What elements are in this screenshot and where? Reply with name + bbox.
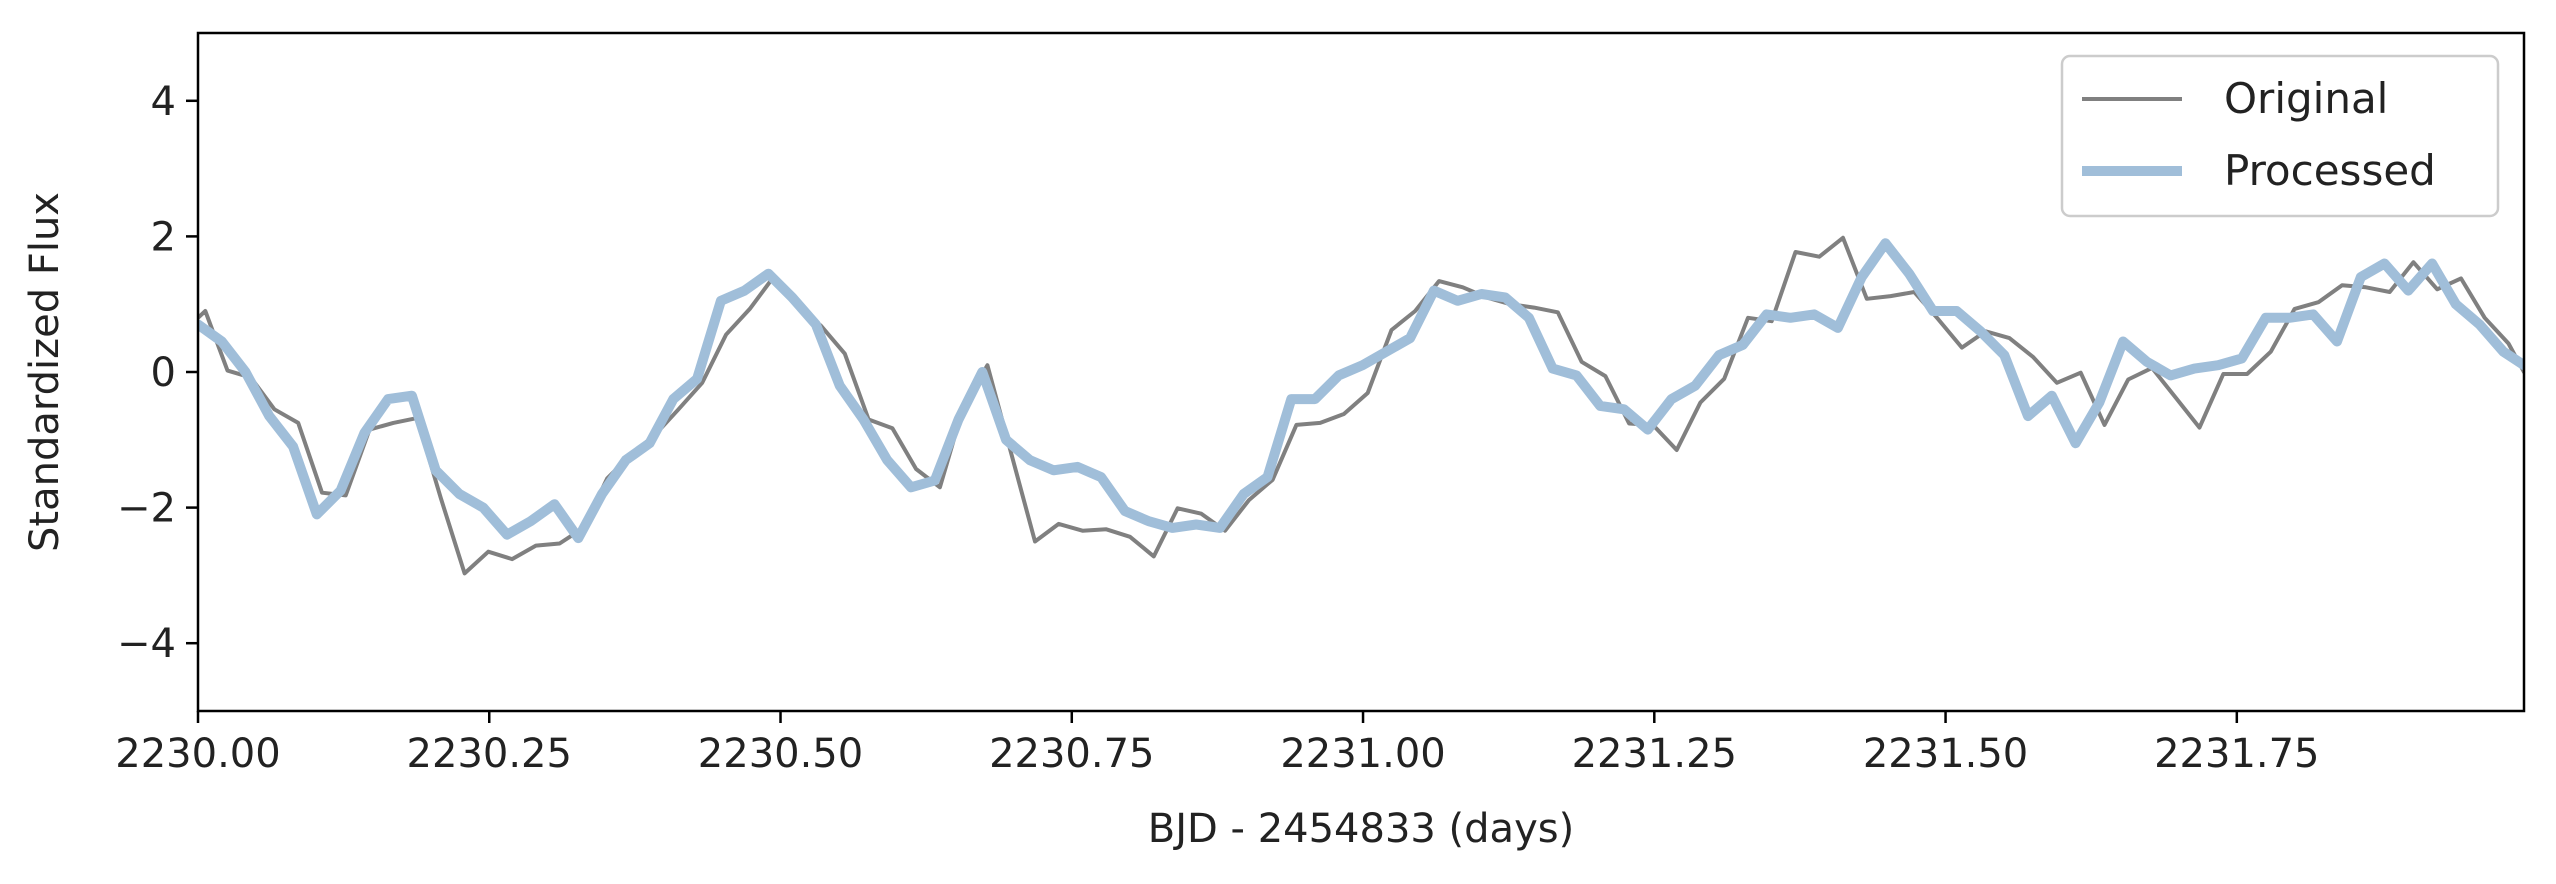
y-tick-label: −2	[117, 486, 176, 532]
x-axis-label: BJD - 2454833 (days)	[1148, 806, 1574, 852]
legend: Original Processed	[2060, 54, 2500, 218]
y-axis: 4 2 0 −2 −4	[117, 79, 198, 667]
y-tick-label: 2	[151, 214, 176, 260]
x-tick-label: 2230.50	[698, 731, 863, 777]
x-tick-label: 2231.25	[1572, 731, 1737, 777]
x-tick-label: 2230.75	[989, 731, 1154, 777]
x-axis: 2230.00 2230.25 2230.50 2230.75 2231.00 2231.…	[115, 711, 2320, 777]
legend-label-processed: Processed	[2224, 146, 2436, 195]
x-tick-label: 2230.25	[407, 731, 572, 777]
x-tick-label: 2230.00	[115, 731, 280, 777]
y-axis-label: Standardized Flux	[22, 192, 68, 552]
y-tick-label: 4	[151, 79, 176, 125]
y-tick-label: 0	[151, 350, 176, 396]
series-line-processed	[198, 238, 2524, 544]
x-tick-label: 2231.50	[1863, 731, 2028, 777]
x-tick-label: 2231.75	[2154, 731, 2319, 777]
series-layer	[198, 235, 2524, 576]
x-tick-label: 2231.00	[1280, 731, 1445, 777]
legend-label-original: Original	[2224, 74, 2388, 123]
y-tick-label: −4	[117, 621, 176, 667]
